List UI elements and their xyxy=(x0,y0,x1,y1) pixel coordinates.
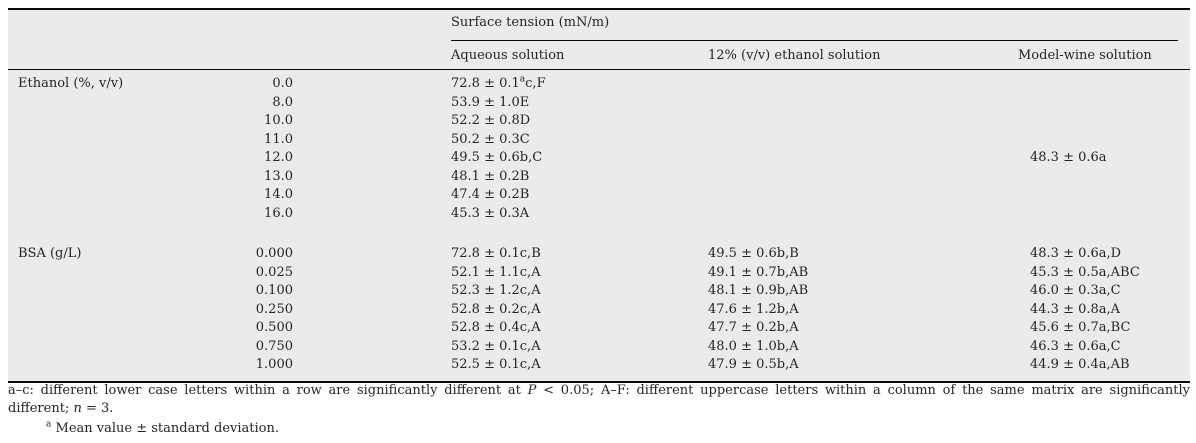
modelwine-cell: 46.0 ± 0.3a,C xyxy=(1030,283,1121,298)
aqueous-cell: 53.9 ± 1.0E xyxy=(451,94,530,110)
modelwine-cell: 46.3 ± 0.6a,C xyxy=(1030,338,1121,354)
row-label xyxy=(8,356,240,375)
ethanol12-cell xyxy=(708,112,1018,131)
footnote-mean-value: a Mean value ± standard deviation. xyxy=(46,419,279,436)
italic-P: P xyxy=(527,383,537,398)
row-label xyxy=(8,131,240,150)
column-header-modelwine: Model-wine solution xyxy=(1018,48,1152,63)
concentration-cell: 8.0 xyxy=(272,94,293,110)
modelwine-cell xyxy=(1018,186,1190,205)
concentration-cell: 11.0 xyxy=(264,131,293,147)
ethanol12-cell xyxy=(708,94,1018,113)
modelwine-cell: 48.3 ± 0.6a,D xyxy=(1030,246,1122,261)
aqueous-cell: 47.4 ± 0.2B xyxy=(451,187,530,202)
aqueous-cell: 49.5 ± 0.6b,C xyxy=(451,150,543,165)
surface-tension-table: Surface tension (mN/m) Aqueous solution … xyxy=(8,8,1190,383)
row-label xyxy=(8,264,240,283)
concentration-cell: 0.750 xyxy=(255,338,293,354)
row-label xyxy=(8,94,240,113)
concentration-cell: 0.100 xyxy=(255,283,293,298)
row-label: Ethanol (%, v/v) xyxy=(18,76,124,91)
modelwine-cell xyxy=(1018,205,1190,224)
table-footnotes: a–c: different lower case letters within… xyxy=(8,382,1190,437)
aqueous-cell: 52.2 ± 0.8D xyxy=(451,113,531,128)
ethanol12-cell xyxy=(708,75,1018,94)
ethanol12-cell: 47.7 ± 0.2b,A xyxy=(708,320,799,335)
aqueous-cell: 52.1 ± 1.1c,A xyxy=(451,264,541,280)
ethanol12-cell xyxy=(708,131,1018,150)
row-label xyxy=(8,301,240,320)
aqueous-cell: 48.1 ± 0.2B xyxy=(451,168,530,184)
concentration-cell: 0.000 xyxy=(255,246,293,261)
ethanol12-cell: 47.9 ± 0.5b,A xyxy=(708,357,799,372)
modelwine-cell xyxy=(1018,94,1190,113)
modelwine-cell: 45.6 ± 0.7a,BC xyxy=(1030,320,1131,335)
ethanol12-cell: 49.1 ± 0.7b,AB xyxy=(708,264,809,280)
row-label xyxy=(8,338,240,357)
modelwine-cell: 48.3 ± 0.6a xyxy=(1030,150,1107,165)
footnote-marker-a: a xyxy=(46,419,52,430)
concentration-cell: 14.0 xyxy=(264,187,293,202)
concentration-cell: 13.0 xyxy=(264,168,293,184)
section-bsa: BSA (g/L) 0.000 72.8 ± 0.1c,B 49.5 ± 0.6b,B… xyxy=(8,245,1190,375)
concentration-cell: 0.500 xyxy=(255,320,293,335)
table-body: Ethanol (%, v/v) 0.0 72.8 ± 0.1ac,F 8.0 53.9… xyxy=(8,70,1190,381)
row-label: BSA (g/L) xyxy=(18,246,82,261)
aqueous-cell: 52.3 ± 1.2c,A xyxy=(451,283,541,298)
concentration-cell: 0.025 xyxy=(255,264,293,280)
row-label xyxy=(8,205,240,224)
row-label xyxy=(8,168,240,187)
aqueous-cell: 45.3 ± 0.3A xyxy=(451,205,530,221)
row-label xyxy=(8,186,240,205)
footnote-significance-line1: a–c: different lower case letters within… xyxy=(8,383,1190,398)
ethanol12-cell xyxy=(708,168,1018,187)
modelwine-cell xyxy=(1018,112,1190,131)
concentration-cell: 12.0 xyxy=(264,150,293,165)
section-ethanol: Ethanol (%, v/v) 0.0 72.8 ± 0.1ac,F 8.0 53.9… xyxy=(8,75,1190,223)
aqueous-cell: 53.2 ± 0.1c,A xyxy=(451,338,541,354)
table-header-row-columns: Aqueous solution 12% (v/v) ethanol solut… xyxy=(8,41,1190,70)
concentration-cell: 0.250 xyxy=(255,301,293,317)
aqueous-cell: 52.8 ± 0.4c,A xyxy=(451,320,541,335)
span-column-header: Surface tension (mN/m) xyxy=(451,15,1178,41)
ethanol12-cell xyxy=(708,149,1018,168)
column-header-aqueous: Aqueous solution xyxy=(451,48,565,63)
concentration-cell: 16.0 xyxy=(264,205,293,221)
modelwine-cell xyxy=(1018,131,1190,150)
concentration-cell: 0.0 xyxy=(272,76,293,91)
concentration-cell: 10.0 xyxy=(264,113,293,128)
ethanol12-cell xyxy=(708,186,1018,205)
concentration-cell: 1.000 xyxy=(255,357,293,372)
modelwine-cell: 45.3 ± 0.5a,ABC xyxy=(1030,264,1140,280)
row-label xyxy=(8,149,240,168)
modelwine-cell xyxy=(1018,168,1190,187)
row-label xyxy=(8,319,240,338)
footnote-significance-line2: different; n = 3. xyxy=(8,400,114,416)
row-label xyxy=(8,112,240,131)
ethanol12-cell: 48.1 ± 0.9b,AB xyxy=(708,283,809,298)
aqueous-cell: 52.5 ± 0.1c,A xyxy=(451,357,541,372)
ethanol12-cell: 49.5 ± 0.6b,B xyxy=(708,246,799,261)
ethanol12-cell: 47.6 ± 1.2b,A xyxy=(708,301,799,317)
table-header-row-span: Surface tension (mN/m) xyxy=(8,10,1190,41)
aqueous-cell: 72.8 ± 0.1c,B xyxy=(451,246,541,261)
column-header-empty-2 xyxy=(240,41,451,69)
italic-n: n xyxy=(73,400,82,416)
row-label xyxy=(8,282,240,301)
ethanol12-cell: 48.0 ± 1.0b,A xyxy=(708,338,799,354)
column-header-ethanol12: 12% (v/v) ethanol solution xyxy=(708,48,881,63)
column-header-empty-1 xyxy=(8,41,240,69)
ethanol12-cell xyxy=(708,205,1018,224)
aqueous-cell: 72.8 ± 0.1ac,F xyxy=(451,74,546,91)
modelwine-cell: 44.9 ± 0.4a,AB xyxy=(1030,357,1130,372)
modelwine-cell xyxy=(1018,75,1190,94)
aqueous-cell: 52.8 ± 0.2c,A xyxy=(451,301,541,317)
section-gap xyxy=(8,223,1190,245)
modelwine-cell: 44.3 ± 0.8a,A xyxy=(1030,301,1121,317)
aqueous-cell: 50.2 ± 0.3C xyxy=(451,131,530,147)
